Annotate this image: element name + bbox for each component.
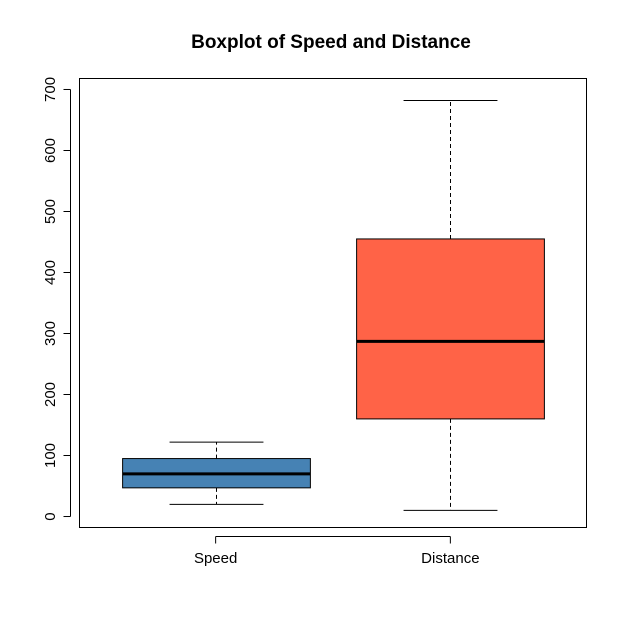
boxes-group — [122, 99, 545, 511]
box-speed — [122, 441, 311, 505]
box-body — [356, 238, 545, 420]
plot-frame — [79, 78, 587, 528]
y-tick-label: 400 — [42, 260, 59, 285]
chart-title: Boxplot of Speed and Distance — [191, 32, 471, 53]
y-tick-label: 700 — [42, 77, 59, 102]
y-tick-label: 500 — [42, 199, 59, 224]
y-axis: 0 100 200 300 400 500 600 700 — [42, 77, 71, 521]
y-tick-label: 200 — [42, 382, 59, 407]
y-tick-label: 300 — [42, 321, 59, 346]
x-tick-label: Speed — [194, 550, 237, 567]
box-distance — [356, 99, 545, 511]
y-tick-label: 600 — [42, 138, 59, 163]
y-tick-label: 0 — [42, 512, 59, 520]
y-tick-label: 100 — [42, 443, 59, 468]
x-axis: Speed Distance — [194, 536, 480, 567]
x-tick-label: Distance — [421, 550, 479, 567]
